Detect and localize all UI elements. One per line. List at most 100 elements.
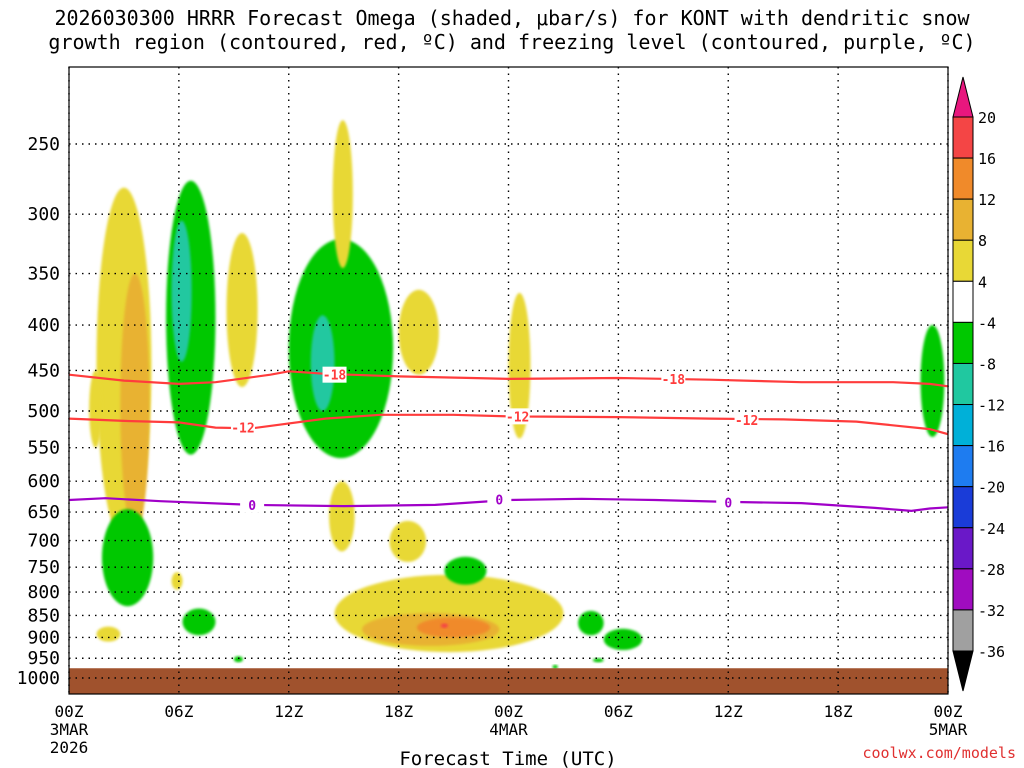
chart-title-line2: growth region (contoured, red, ºC) and f… (48, 30, 976, 54)
colorbar-segment-0 (952, 116, 974, 159)
x-tick-label-h36: 12Z (714, 702, 743, 721)
contour-label-bg--12-1 (505, 408, 530, 425)
y-tick-label-1000: 1000 (17, 668, 60, 689)
omega-region-ascent-08 (120, 273, 150, 536)
omega-region-ascent-04 (89, 370, 102, 448)
colorbar-segment-2 (952, 198, 974, 241)
omega-region-descent-12 (171, 220, 192, 362)
colorbar-label-5: -4 (978, 314, 996, 332)
omega-region-descent-08 (552, 664, 558, 669)
y-tick-label-350: 350 (27, 264, 60, 285)
colorbar-label-4: 4 (978, 273, 987, 291)
contour-label-0-2: 0 (724, 496, 732, 511)
contour-label-bg-0-0 (240, 496, 265, 513)
colorbar-segment-3 (952, 239, 974, 282)
colorbar-label-12: -32 (978, 602, 1005, 620)
colorbar-segment-11 (952, 568, 974, 611)
omega-region-ascent-16 (440, 623, 449, 628)
contour-line-0 (69, 497, 948, 513)
x-tick-label-h18: 18Z (384, 702, 413, 721)
x-tick-label-h0: 00Z (55, 702, 84, 721)
x-tick-date-h48: 5MAR (929, 720, 968, 739)
omega-region-ascent-04 (332, 120, 353, 269)
colorbar-segment-4 (952, 280, 974, 323)
omega-shaded-regions (89, 120, 945, 669)
colorbar-label-13: -36 (978, 643, 1005, 661)
omega-region-descent-08 (578, 610, 604, 636)
contour-label--12-0: -12 (231, 422, 254, 437)
y-tick-label-650: 650 (27, 502, 60, 523)
contour-lines: -18 -18 -12 -12 -12 0 0 0 (69, 366, 948, 514)
y-axis: 2503003504004505005506006507007508008509… (17, 134, 60, 689)
colorbar-segment-12 (952, 609, 974, 652)
colorbar-label-7: -12 (978, 397, 1005, 415)
omega-region-descent-08 (444, 556, 487, 585)
omega-region-ascent-04 (171, 572, 183, 590)
colorbar-segment-9 (952, 486, 974, 529)
colorbar-segment-5 (952, 321, 974, 364)
omega-region-ascent-04 (508, 292, 531, 439)
x-tick-label-h42: 18Z (824, 702, 853, 721)
contour-line--12 (69, 413, 948, 436)
contour-label--18-0: -18 (323, 369, 347, 384)
colorbar-label-10: -24 (978, 520, 1005, 538)
contour-label-0-0: 0 (248, 499, 256, 514)
y-tick-label-450: 450 (27, 360, 60, 381)
colorbar-label-3: 8 (978, 232, 987, 250)
y-tick-label-950: 950 (27, 648, 60, 669)
y-tick-label-400: 400 (27, 315, 60, 336)
omega-region-descent-08 (603, 628, 643, 651)
omega-region-descent-08 (101, 509, 154, 607)
contour-label-bg-0-2 (716, 494, 741, 511)
y-tick-label-800: 800 (27, 582, 60, 603)
colorbar-label-1: 16 (978, 150, 996, 168)
y-tick-label-500: 500 (27, 401, 60, 422)
contour-label-bg-0-1 (487, 491, 512, 508)
credit-text: coolwx.com/models (862, 744, 1016, 762)
colorbar-segment-8 (952, 445, 974, 488)
colorbar-labels: 20 16 12 8 4 -4 -8 -12 -16 -20 -24 -28 -32 -36 (978, 109, 1005, 661)
y-tick-label-750: 750 (27, 557, 60, 578)
contour-label-bg--12-0 (230, 419, 255, 436)
omega-region-ascent-04 (329, 481, 355, 552)
contour-label-0-1: 0 (495, 493, 503, 508)
x-axis-label: Forecast Time (UTC) (399, 748, 616, 768)
contour-label--18-1: -18 (662, 373, 686, 388)
omega-region-ascent-04 (398, 289, 439, 375)
x-tick-date-h0: 3MAR (50, 720, 89, 739)
omega-region-ascent-04 (389, 520, 427, 563)
chart-title-line1: 2026030300 HRRR Forecast Omega (shaded, … (54, 6, 970, 30)
y-tick-label-250: 250 (27, 134, 60, 155)
omega-region-descent-08 (288, 239, 394, 459)
contour-label-bg--12-2 (734, 412, 759, 429)
colorbar-segment-10 (952, 527, 974, 570)
y-tick-label-700: 700 (27, 531, 60, 552)
x-tick-label-h12: 12Z (274, 702, 303, 721)
colorbar-label-9: -20 (978, 479, 1005, 497)
colorbar-top-arrow (952, 76, 974, 118)
colorbar-segment-7 (952, 404, 974, 447)
colorbar-label-11: -28 (978, 561, 1005, 579)
plot-frame (68, 66, 949, 695)
x-tick-label-h30: 06Z (604, 702, 633, 721)
omega-region-descent-08 (233, 656, 243, 663)
x-tick-label-h48: 00Z (934, 702, 963, 721)
omega-region-ascent-04 (96, 626, 121, 642)
colorbar-bottom-arrow (952, 650, 974, 692)
y-tick-label-550: 550 (27, 438, 60, 459)
colorbar-segment-1 (952, 157, 974, 200)
omega-region-descent-08 (920, 325, 945, 438)
colorbar-label-6: -8 (978, 355, 996, 373)
y-tick-label-850: 850 (27, 605, 60, 626)
x-tick-date-h24: 4MAR (489, 720, 528, 739)
colorbar-label-0: 20 (978, 109, 996, 127)
chart-title: 2026030300 HRRR Forecast Omega (shaded, … (0, 6, 1024, 54)
omega-region-descent-08 (182, 608, 216, 636)
x-tick-label-h6: 06Z (164, 702, 193, 721)
colorbar-label-8: -16 (978, 438, 1005, 456)
x-tick-label-h24: 00Z (494, 702, 523, 721)
contour-label-bg--18-1 (661, 370, 686, 387)
contour-line--18 (69, 370, 948, 388)
